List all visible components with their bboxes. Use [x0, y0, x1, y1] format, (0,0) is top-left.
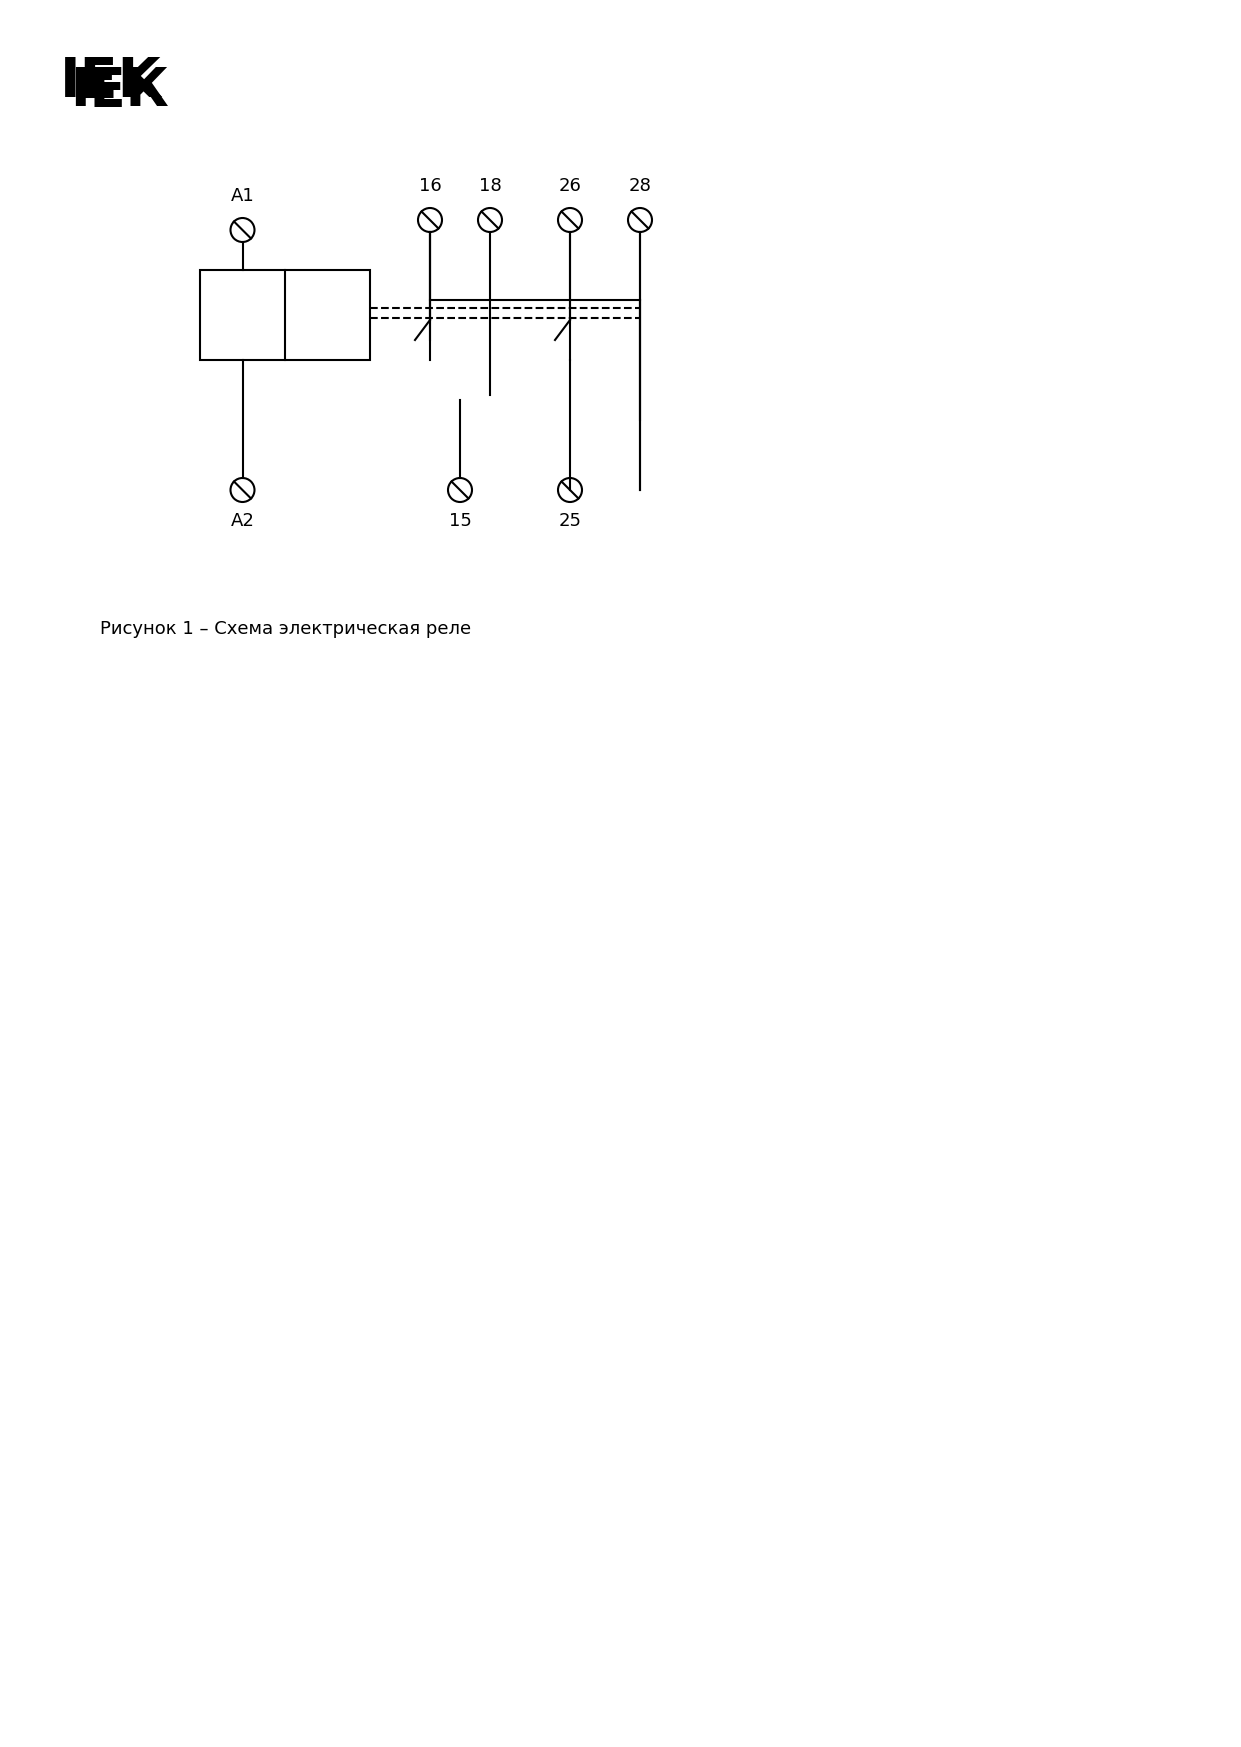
- Text: 28: 28: [628, 176, 652, 196]
- Text: Рисунок 1 – Схема электрическая реле: Рисунок 1 – Схема электрическая реле: [101, 620, 472, 638]
- Text: 15: 15: [448, 512, 472, 529]
- Text: A2: A2: [231, 512, 254, 529]
- Text: 26: 26: [558, 176, 582, 196]
- Text: 25: 25: [558, 512, 582, 529]
- Text: IЕК: IЕК: [69, 65, 169, 117]
- Bar: [200, 271, 370, 360]
- Text: 16: 16: [418, 176, 442, 196]
- Text: A1: A1: [231, 187, 254, 204]
- Text: 18: 18: [479, 176, 501, 196]
- Text: IEK: IEK: [60, 54, 161, 108]
